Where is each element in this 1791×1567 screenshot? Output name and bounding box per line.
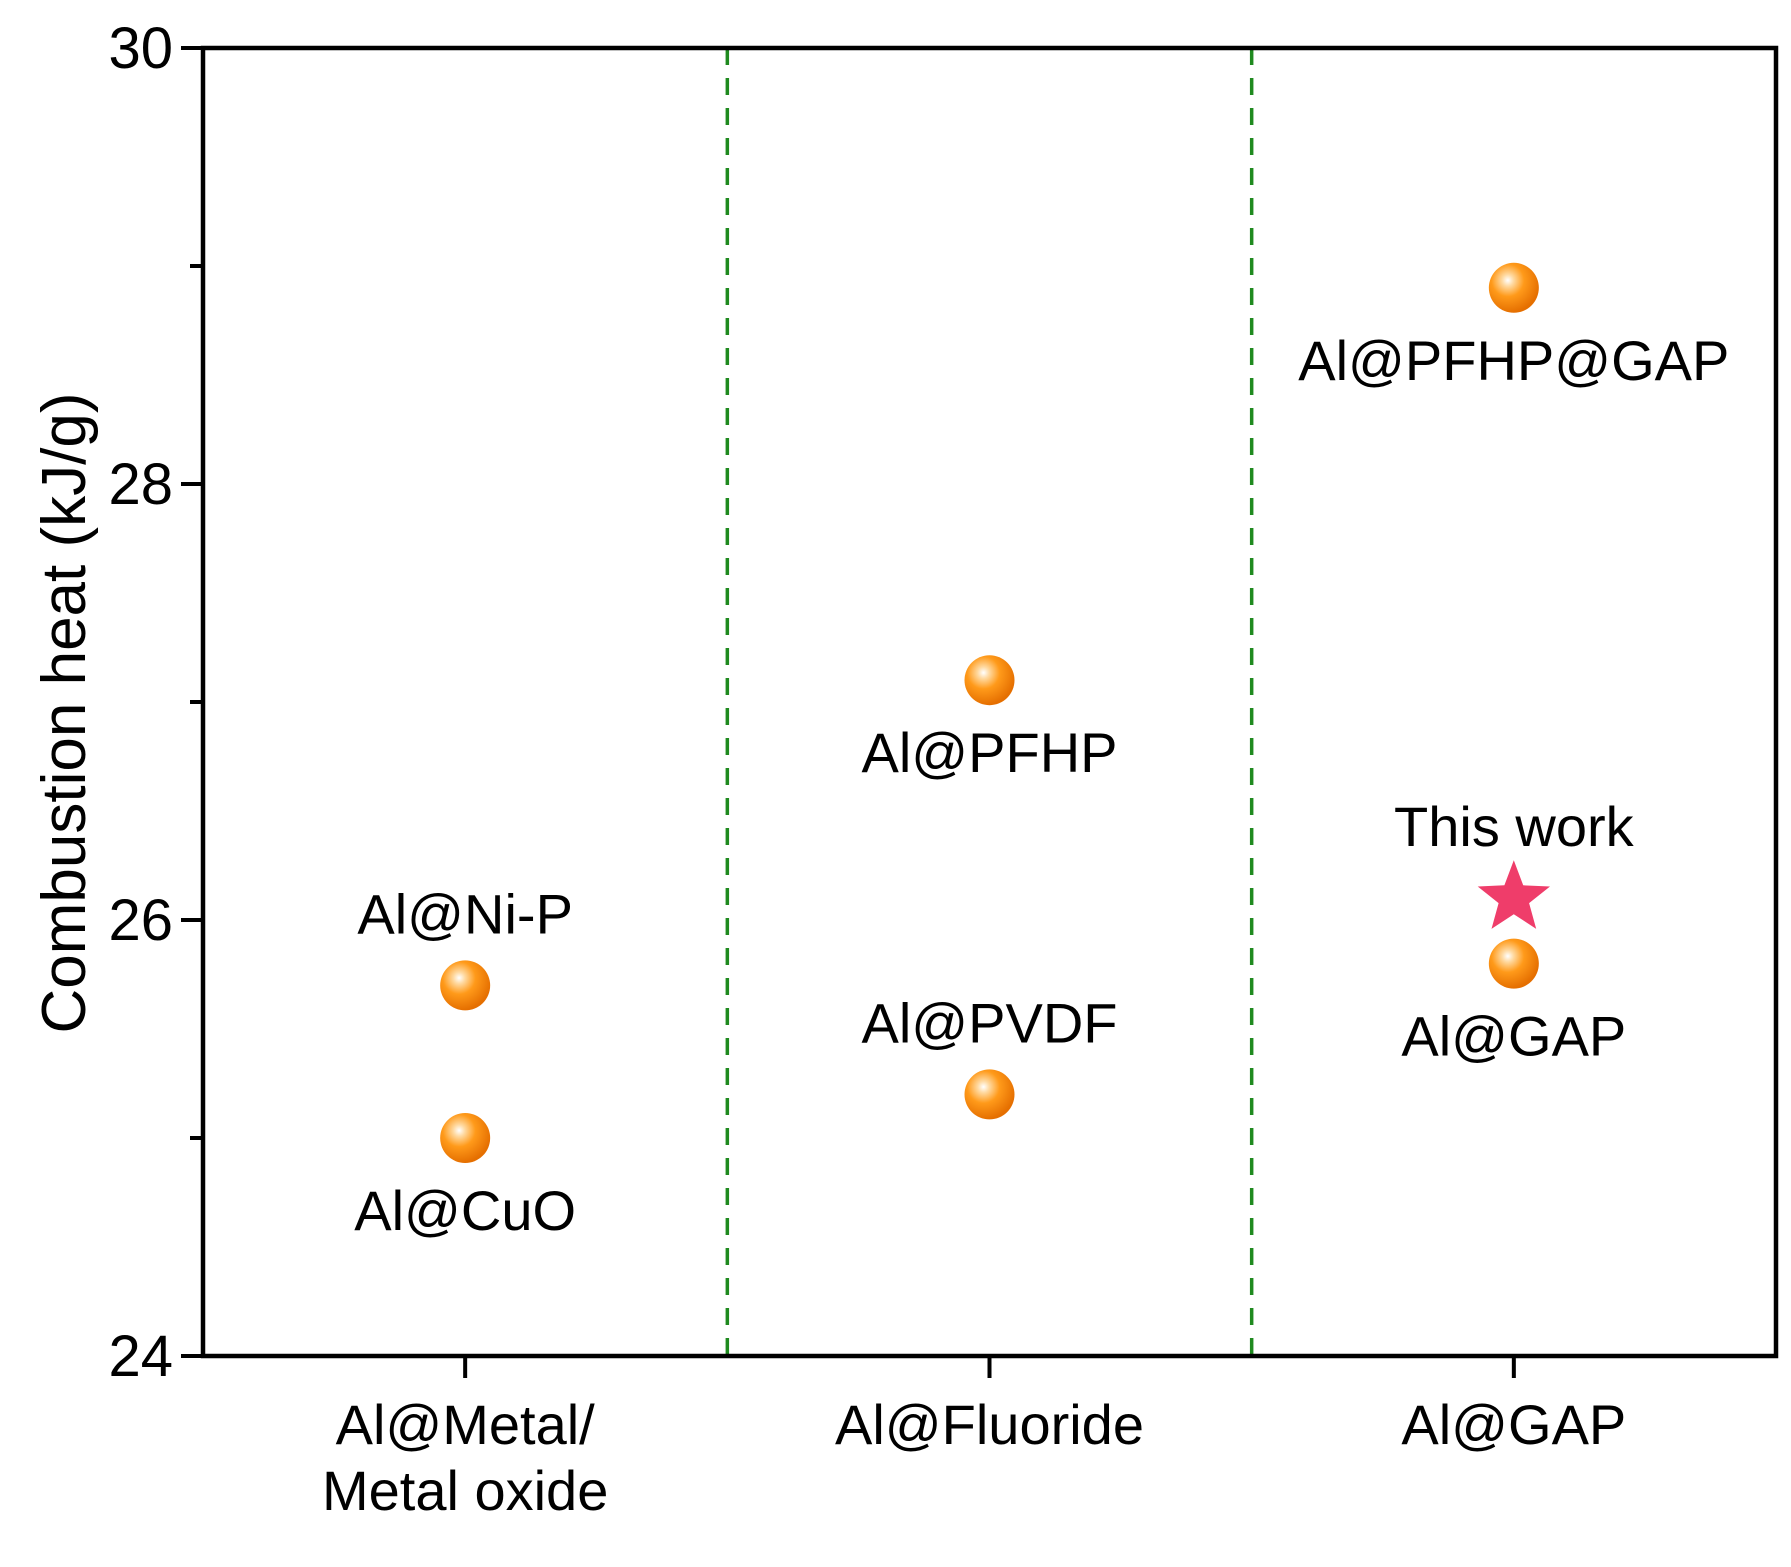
data-point-label: Al@CuO (354, 1179, 576, 1242)
x-category-label: Al@Fluoride (835, 1393, 1144, 1456)
data-point-label: Al@PVDF (862, 991, 1118, 1054)
y-tick-label: 28 (108, 452, 173, 517)
data-point (440, 1113, 491, 1163)
data-point (964, 655, 1015, 706)
data-point (440, 960, 491, 1011)
x-category-label-line: Al@GAP (1401, 1393, 1626, 1456)
data-point-label: Al@GAP (1401, 1005, 1626, 1068)
data-point-label: Al@Ni-P (357, 882, 573, 945)
data-point-star (1477, 860, 1550, 929)
x-category-label: Al@Metal/Metal oxide (322, 1393, 608, 1522)
x-category-label: Al@GAP (1401, 1393, 1626, 1456)
data-point-label: Al@PFHP@GAP (1298, 329, 1729, 392)
y-tick-label: 26 (108, 888, 173, 953)
data-point (1488, 262, 1539, 313)
data-point-label: This work (1394, 795, 1635, 858)
x-category-label-line: Metal oxide (322, 1459, 608, 1522)
y-axis-label: Combustion heat (kJ/g) (30, 393, 99, 1034)
x-category-label-line: Al@Fluoride (835, 1393, 1144, 1456)
data-point (1488, 938, 1539, 989)
data-point (964, 1069, 1015, 1120)
y-tick-label: 30 (108, 16, 173, 81)
data-point-label: Al@PFHP (862, 721, 1118, 784)
x-category-label-line: Al@Metal/ (336, 1393, 596, 1456)
y-tick-label: 24 (108, 1324, 173, 1389)
